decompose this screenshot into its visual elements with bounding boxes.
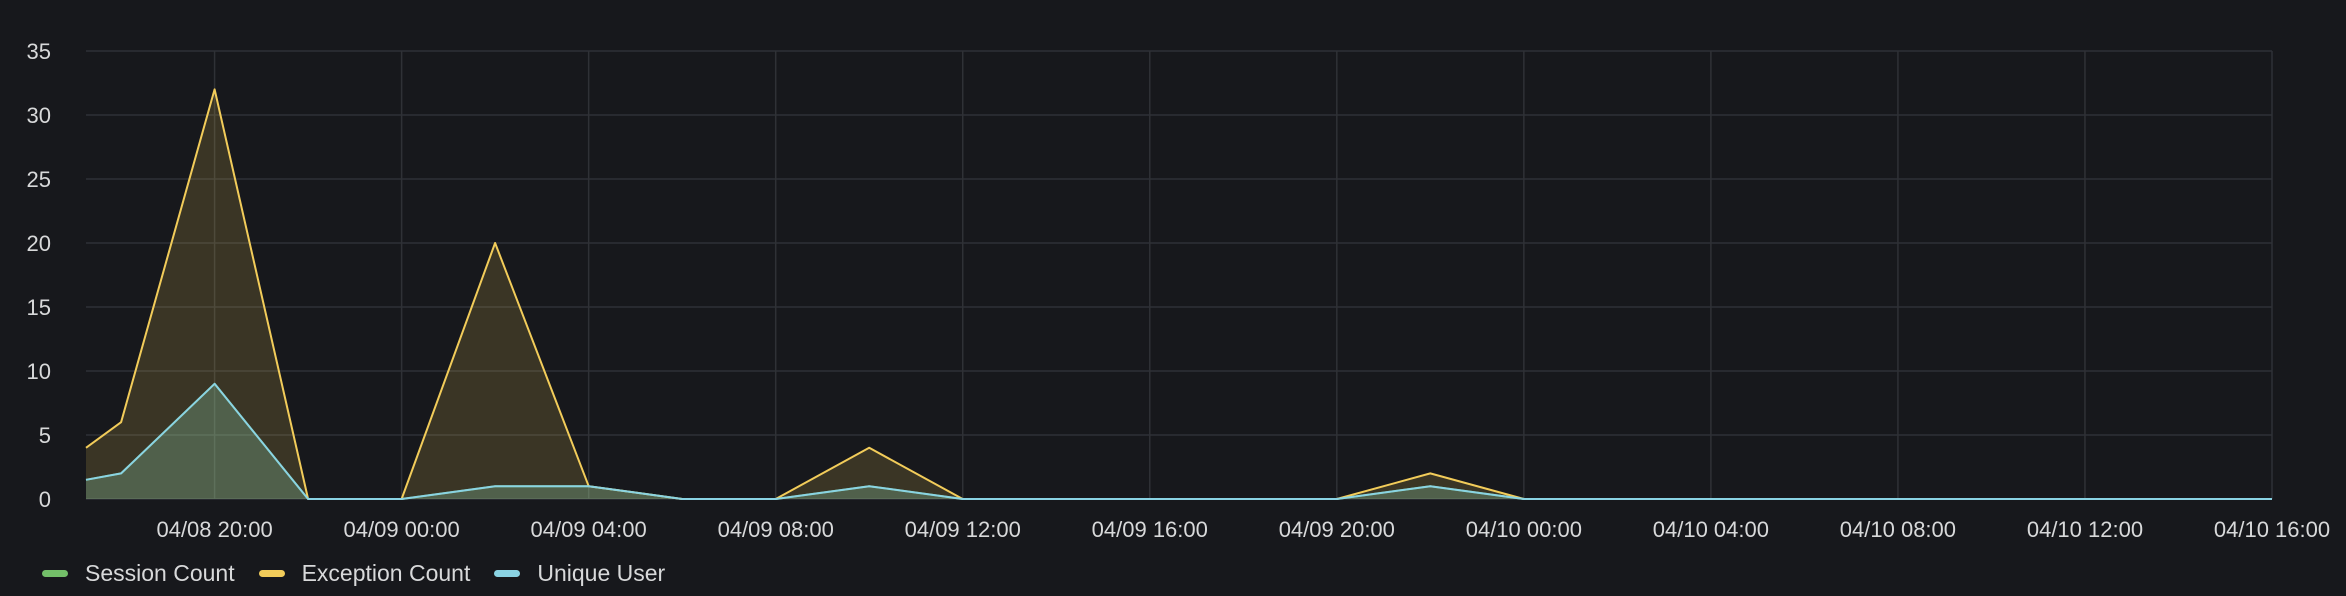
y-tick-label: 30 [27, 103, 51, 128]
grid [86, 50, 2273, 500]
y-tick-label: 35 [27, 39, 51, 64]
exception-count-swatch [258, 570, 285, 577]
y-tick-label: 25 [27, 167, 51, 192]
x-tick-label: 04/09 20:00 [1279, 517, 1395, 542]
y-tick-label: 15 [27, 295, 51, 320]
x-tick-label: 04/10 12:00 [2027, 517, 2143, 542]
x-tick-label: 04/09 12:00 [905, 517, 1021, 542]
x-axis-tick-labels: 04/08 20:00 04/09 00:00 04/09 04:00 04/09 0… [156, 517, 2330, 542]
exception-count-line [85, 88, 2272, 500]
legend-label: Unique User [537, 560, 666, 586]
x-tick-label: 04/10 00:00 [1466, 517, 1582, 542]
y-tick-label: 20 [27, 231, 51, 256]
x-tick-label: 04/09 08:00 [718, 517, 834, 542]
x-tick-label: 04/09 16:00 [1092, 517, 1208, 542]
legend-item-exception-count[interactable]: Exception Count [258, 560, 471, 587]
y-tick-label: 10 [27, 359, 51, 384]
y-tick-label: 5 [39, 423, 51, 448]
series-lines [85, 88, 2272, 500]
x-tick-label: 04/10 04:00 [1653, 517, 1769, 542]
x-tick-label: 04/10 08:00 [1840, 517, 1956, 542]
session-count-swatch [42, 570, 68, 577]
legend-label: Session Count [85, 560, 235, 586]
x-tick-label: 04/08 20:00 [156, 517, 272, 542]
series-areas [86, 89, 2272, 500]
legend-item-session-count[interactable]: Session Count [42, 560, 235, 587]
legend-label: Exception Count [301, 560, 471, 586]
legend: Session Count Exception Count Unique Use… [42, 560, 689, 587]
y-tick-label: 0 [39, 487, 51, 512]
x-tick-label: 04/09 04:00 [531, 517, 647, 542]
legend-item-unique-user[interactable]: Unique User [494, 560, 665, 587]
x-tick-label: 04/10 16:00 [2214, 517, 2330, 542]
unique-user-line [85, 382, 2272, 500]
unique-user-swatch [494, 570, 521, 577]
y-axis-tick-labels: 0 5 10 15 20 25 30 35 [27, 39, 51, 512]
exception-count-area [86, 89, 2272, 500]
x-tick-label: 04/09 00:00 [344, 517, 460, 542]
